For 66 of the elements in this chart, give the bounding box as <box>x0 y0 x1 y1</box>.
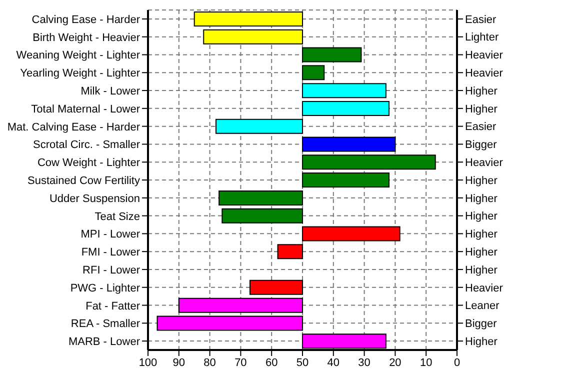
y-tick-label: RFI - Lower <box>82 264 140 276</box>
y2-tick-label: Higher <box>465 174 498 187</box>
bar <box>302 226 400 242</box>
y2-tick-label: Heavier <box>465 50 504 62</box>
y2-tick-label: Easier <box>465 14 497 26</box>
x-tick-label: 10 <box>420 356 432 369</box>
bar <box>302 100 390 116</box>
x-tick-label: 40 <box>327 356 340 369</box>
y2-tick-label: Higher <box>465 192 498 205</box>
y2-tick-label: Heavier <box>465 68 504 80</box>
y-tick-label: Yearling Weight - Lighter <box>20 68 140 80</box>
y-tick-label: MARB - Lower <box>68 336 140 348</box>
bar <box>249 280 303 295</box>
x-tick-label: 0 <box>454 356 460 369</box>
y-tick-label: Calving Ease - Harder <box>32 14 140 26</box>
x-tick-label: 80 <box>204 356 216 369</box>
y-tick-label: FMI - Lower <box>81 246 140 259</box>
bar <box>302 83 386 98</box>
y2-tick-label: Higher <box>465 246 498 258</box>
x-tick-label: 50 <box>296 356 309 369</box>
y2-tick-label: Higher <box>465 103 498 116</box>
y-tick-label: Birth Weight - Heavier <box>32 32 140 44</box>
y-tick-label: REA - Smaller <box>70 318 140 330</box>
bar <box>218 190 303 206</box>
y2-tick-label: Higher <box>465 336 498 348</box>
y-tick-label: Scrotal Circ. - Smaller <box>33 139 140 152</box>
x-tick-label: 30 <box>358 356 370 369</box>
y-tick-label: PWG - Lighter <box>70 282 140 294</box>
bar <box>178 298 303 313</box>
y2-tick-label: Leaner <box>465 300 500 312</box>
x-tick-label: 60 <box>265 356 278 369</box>
y2-tick-label: Heavier <box>465 282 504 294</box>
y-tick-label: Fat - Fatter <box>86 300 140 312</box>
y-tick-label: MPI - Lower <box>80 228 140 241</box>
bar <box>302 172 390 188</box>
y2-tick-label: Easier <box>465 121 497 134</box>
bar <box>203 29 303 44</box>
y2-tick-label: Higher <box>465 264 498 276</box>
y-tick-label: Udder Suspension <box>49 192 140 205</box>
y-tick-label: Sustained Cow Fertility <box>28 175 140 187</box>
y2-tick-label: Bigger <box>465 139 498 152</box>
y2-tick-label: Higher <box>465 228 498 241</box>
x-tick-label: 100 <box>138 356 158 369</box>
y-tick-label: Milk - Lower <box>80 86 140 98</box>
y2-tick-label: Higher <box>465 85 498 98</box>
bar <box>156 316 303 331</box>
bar <box>215 118 303 134</box>
bar <box>222 208 303 224</box>
bar <box>302 136 396 152</box>
y2-tick-label: Lighter <box>465 32 499 44</box>
bar <box>302 154 436 170</box>
bar <box>302 65 325 80</box>
y2-tick-label: Higher <box>465 210 498 223</box>
y-tick-label: Teat Size <box>94 210 140 223</box>
y2-tick-label: Heavier <box>465 157 504 170</box>
bar <box>277 244 303 260</box>
y-tick-label: Weaning Weight - Lighter <box>16 50 140 62</box>
y-tick-label: Total Maternal - Lower <box>31 103 140 116</box>
y-tick-label: Cow Weight - Lighter <box>37 157 140 170</box>
x-tick-label: 20 <box>389 356 402 369</box>
bar <box>194 12 303 26</box>
bar <box>302 47 362 62</box>
y-tick-label: Mat. Calving Ease - Harder <box>7 121 140 134</box>
y2-tick-label: Bigger <box>465 318 498 330</box>
x-tick-label: 90 <box>172 356 186 369</box>
x-tick-label: 70 <box>234 356 247 369</box>
